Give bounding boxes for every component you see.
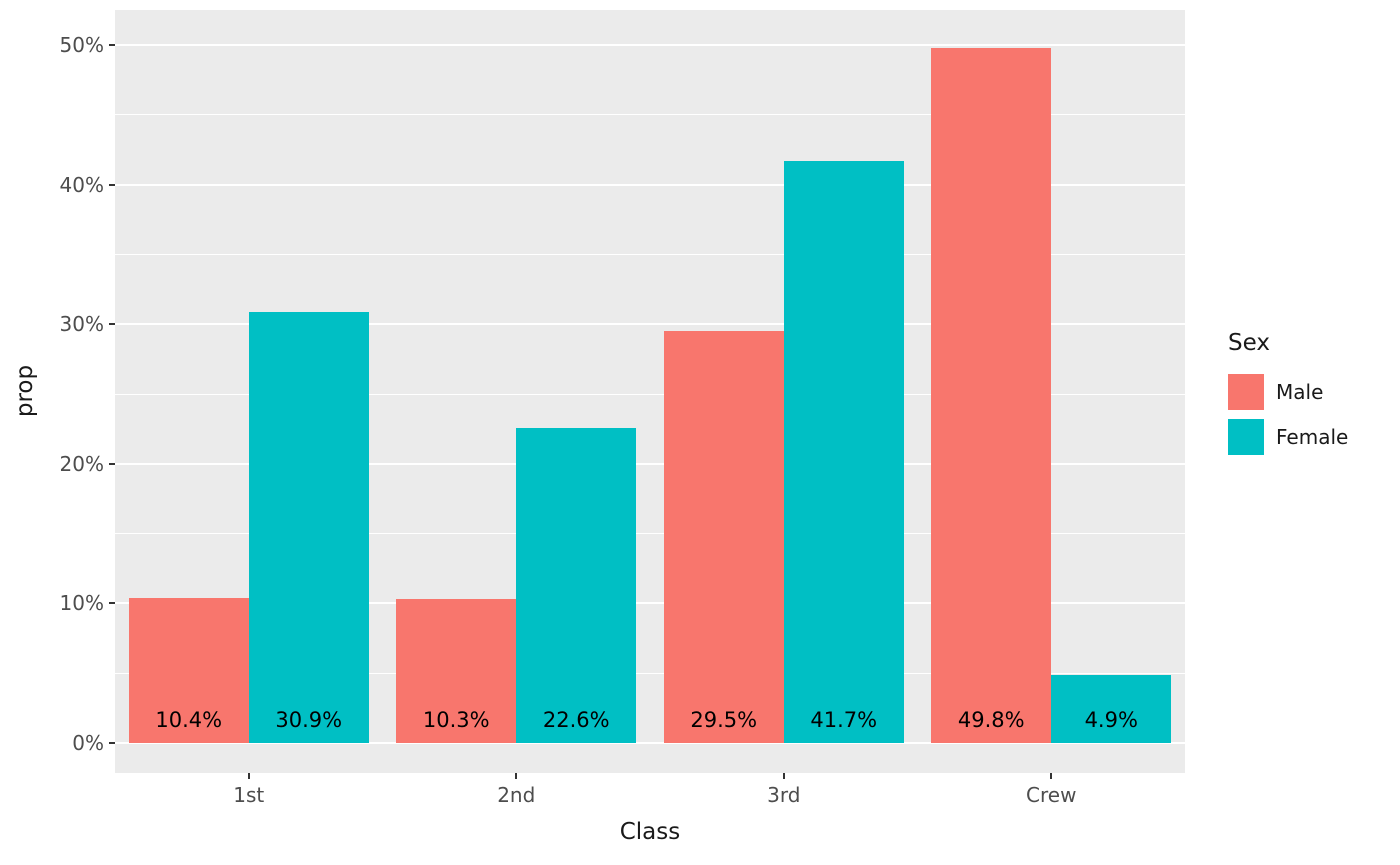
bar-value-label: 22.6% — [542, 708, 610, 732]
y-axis-tick-mark — [109, 742, 115, 744]
x-axis-tick-mark — [782, 773, 785, 779]
x-axis-tick-mark — [247, 773, 250, 779]
gridline-major — [115, 44, 1185, 46]
bar-value-label: 41.7% — [810, 708, 878, 732]
legend-entry-male: Male — [1228, 374, 1348, 410]
bar-value-label: 10.3% — [422, 708, 490, 732]
plot-panel: 10.4% 30.9% 10.3% 22.6% 29.5% 41.7% 49.8% 4.9% — [115, 10, 1185, 773]
gridline-minor — [115, 672, 1185, 674]
y-axis-tick-mark — [109, 323, 115, 326]
x-axis-tick-label: Crew — [1026, 783, 1077, 807]
y-axis-tick-labels: 0% 10% 20% 30% 40% 50% — [0, 10, 104, 773]
gridline-major — [115, 323, 1185, 326]
gridline-minor — [115, 393, 1185, 395]
bar-female-crew: 4.9% — [1051, 674, 1172, 743]
y-axis-tick-label: 20% — [59, 451, 104, 476]
y-axis-tick-label: 10% — [59, 591, 104, 616]
gridline-major — [115, 462, 1185, 465]
bar-value-label: 10.4% — [155, 708, 223, 732]
gridline-major — [115, 183, 1185, 186]
y-axis-tick-mark — [109, 44, 115, 46]
legend-title: Sex — [1228, 330, 1270, 356]
x-axis-tick-marks — [115, 773, 1185, 779]
bar-male-crew: 49.8% — [931, 47, 1052, 743]
bar-male-2nd: 10.3% — [396, 599, 517, 743]
legend-swatch-female — [1228, 419, 1264, 455]
bar-female-2nd: 22.6% — [516, 427, 637, 743]
x-axis-tick-label: 3rd — [767, 783, 801, 807]
x-axis-tick-mark — [515, 773, 518, 779]
y-axis-tick-label: 50% — [59, 33, 104, 57]
legend-swatch-male — [1228, 374, 1264, 410]
gridline-major — [115, 742, 1185, 744]
bar-female-3rd: 41.7% — [783, 160, 904, 743]
bar-value-label: 30.9% — [275, 708, 343, 732]
legend-label-male: Male — [1276, 380, 1324, 404]
y-axis-tick-mark — [109, 183, 115, 186]
legend-entry-female: Female — [1228, 419, 1348, 455]
legend-label-female: Female — [1276, 425, 1349, 449]
x-axis-tick-mark — [1050, 773, 1053, 779]
y-axis-tick-label: 30% — [59, 312, 104, 337]
y-axis-tick-label: 0% — [72, 731, 104, 755]
bar-male-3rd: 29.5% — [663, 331, 784, 743]
x-axis-tick-labels: 1st 2nd 3rd Crew — [115, 783, 1185, 809]
gridline-major — [115, 602, 1185, 605]
y-axis-tick-marks — [109, 10, 115, 773]
bar-value-label: 4.9% — [1084, 708, 1138, 732]
bar-value-label: 29.5% — [690, 708, 758, 732]
y-axis-tick-mark — [109, 462, 115, 465]
x-axis-title: Class — [619, 819, 681, 845]
x-axis-tick-label: 1st — [233, 783, 265, 807]
y-axis-tick-label: 40% — [59, 172, 104, 197]
x-axis-tick-label: 2nd — [497, 783, 536, 807]
bar-male-1st: 10.4% — [128, 597, 249, 743]
gridline-minor — [115, 253, 1185, 255]
bar-female-1st: 30.9% — [248, 311, 369, 743]
gridline-minor — [115, 533, 1185, 535]
y-axis-tick-mark — [109, 602, 115, 605]
legend-entries: Male Female — [1228, 374, 1348, 455]
legend: Sex Male Female — [1228, 330, 1348, 464]
gridline-minor — [115, 114, 1185, 116]
bar-value-label: 49.8% — [957, 708, 1025, 732]
